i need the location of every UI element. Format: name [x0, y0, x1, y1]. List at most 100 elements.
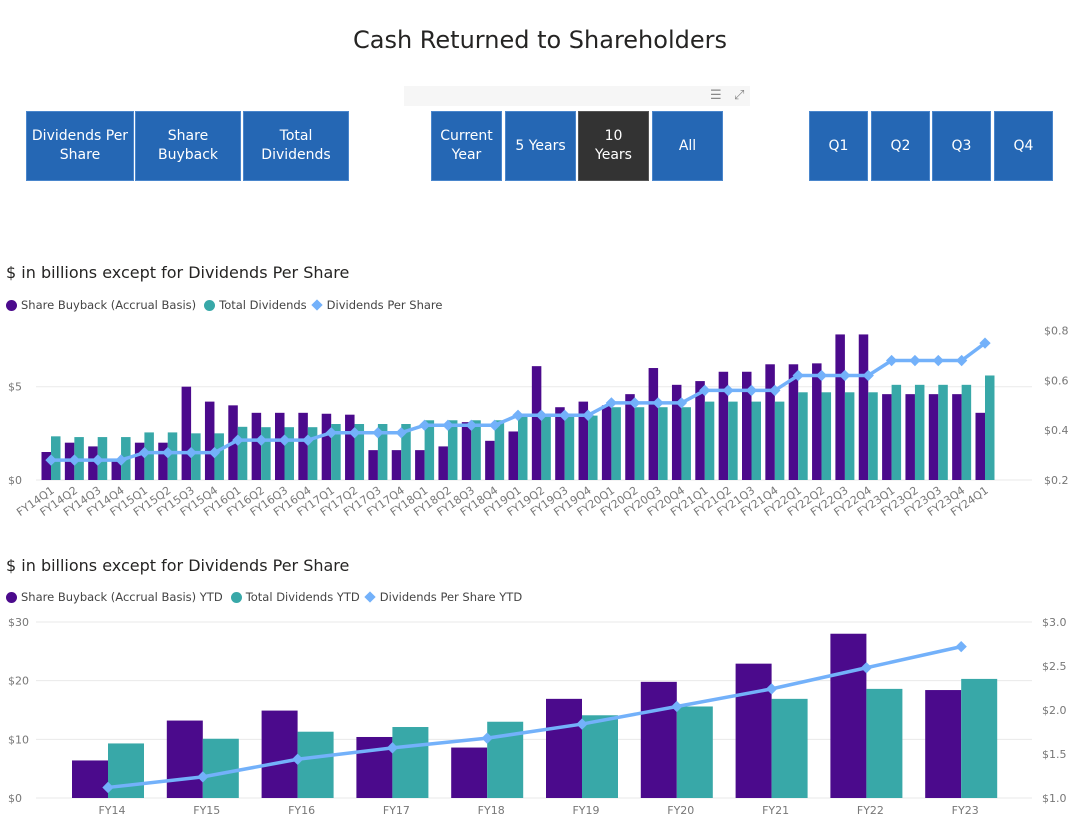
- current-year-button[interactable]: Current Year: [431, 111, 502, 181]
- total-dividends-button[interactable]: Total Dividends: [243, 111, 349, 181]
- y-right-tick-label: $0.8: [1044, 325, 1069, 338]
- dividends-bar: [202, 738, 239, 798]
- dividends-bar: [774, 401, 785, 480]
- dps-marker: [442, 419, 454, 431]
- buyback-bar: [438, 446, 448, 480]
- dividends-bar: [541, 416, 551, 480]
- dps-marker: [559, 409, 571, 421]
- dps-marker: [955, 640, 967, 653]
- buyback-bar: [345, 414, 355, 480]
- dividends-bar: [392, 727, 429, 798]
- dividends-bar: [354, 424, 365, 480]
- buyback-bar: [321, 413, 332, 480]
- dividends-bar: [821, 392, 832, 480]
- dps-marker: [45, 454, 57, 466]
- buyback-bar: [975, 412, 985, 480]
- filter-icon[interactable]: ☰: [710, 88, 722, 103]
- buyback-bar: [578, 401, 589, 480]
- buyback-bar: [905, 394, 915, 480]
- share-buyback-button[interactable]: Share Buyback: [135, 111, 241, 181]
- buyback-bar: [765, 364, 775, 480]
- y-right-tick-label: $1.0: [1042, 792, 1067, 805]
- dps-marker: [302, 434, 314, 446]
- dividends-bar: [518, 415, 528, 480]
- buyback-bar: [788, 364, 799, 480]
- dividends-bar: [866, 688, 903, 798]
- y-left-tick-label: $0: [8, 474, 22, 487]
- legend-dps-label: Dividends Per Share: [326, 298, 443, 312]
- y-right-tick-label: $2.0: [1042, 704, 1067, 717]
- 5-years-button[interactable]: 5 Years: [505, 111, 576, 181]
- x-tick-label: FY20: [667, 804, 694, 817]
- dividends-bar: [938, 384, 948, 480]
- dividends-bar: [191, 433, 201, 480]
- x-tick-label: FY23: [952, 804, 979, 817]
- y-right-tick-label: $0.2: [1044, 474, 1069, 487]
- annual-chart-legend: Share Buyback (Accrual Basis) YTD Total …: [6, 590, 522, 604]
- legend-buyback-ytd-label: Share Buyback (Accrual Basis) YTD: [21, 590, 223, 604]
- buyback-bar: [882, 394, 892, 480]
- legend-dividends-label: Total Dividends: [219, 298, 307, 312]
- dps-marker: [932, 354, 944, 367]
- legend-buyback-ytd-marker: [6, 591, 17, 603]
- buyback-bar: [555, 407, 565, 480]
- y-right-tick-label: $3.0: [1042, 616, 1067, 629]
- dividends-bar: [144, 432, 154, 480]
- quarterly-chart-title: $ in billions except for Dividends Per S…: [6, 263, 350, 282]
- annual-chart-title: $ in billions except for Dividends Per S…: [6, 556, 350, 575]
- legend-buyback-marker: [6, 299, 17, 311]
- dividends-bar: [658, 407, 668, 480]
- dividends-bar: [471, 420, 481, 480]
- dps-marker: [576, 718, 588, 730]
- buyback-bar: [368, 450, 378, 480]
- dps-marker: [815, 369, 828, 382]
- x-tick-label: FY15: [193, 804, 220, 817]
- buyback-bar: [742, 371, 752, 480]
- dps-marker: [512, 409, 524, 421]
- buyback-bar: [298, 412, 308, 480]
- dps-marker: [488, 419, 501, 431]
- y-right-tick-label: $0.6: [1044, 374, 1069, 387]
- dps-marker: [465, 419, 477, 431]
- dps-marker: [979, 337, 991, 349]
- buyback-bar: [735, 663, 772, 798]
- buyback-bar: [72, 760, 108, 798]
- 10-years-button[interactable]: 10 Years: [578, 111, 649, 181]
- buyback-bar: [830, 633, 867, 798]
- q1-button[interactable]: Q1: [809, 111, 868, 181]
- visual-header: ☰ ⤢: [404, 86, 750, 106]
- dps-marker: [162, 446, 174, 459]
- x-tick-label: FY16: [288, 804, 315, 817]
- dividends-bar: [728, 401, 738, 480]
- dividends-bar: [424, 420, 435, 480]
- y-left-tick-label: $5: [8, 381, 22, 394]
- dps-marker: [792, 369, 804, 382]
- q3-button[interactable]: Q3: [932, 111, 991, 181]
- buyback-bar: [925, 690, 962, 798]
- buyback-bar: [204, 401, 215, 480]
- y-right-tick-label: $2.5: [1042, 660, 1067, 673]
- y-left-tick-label: $30: [8, 616, 29, 629]
- dividends-bar: [914, 384, 925, 480]
- dividends-bar: [634, 407, 645, 480]
- dps-marker: [722, 384, 734, 397]
- dividends-bar: [582, 715, 618, 798]
- dps-marker: [138, 446, 151, 459]
- dividends-bar: [51, 436, 61, 480]
- buyback-bar: [718, 371, 729, 480]
- q4-button[interactable]: Q4: [994, 111, 1053, 181]
- all-button[interactable]: All: [652, 111, 723, 181]
- legend-dividends-ytd-marker: [230, 591, 242, 603]
- dps-marker: [955, 354, 968, 367]
- dividends-bar: [961, 384, 972, 480]
- dividends-per-share-button[interactable]: Dividends Per Share: [26, 111, 134, 181]
- x-tick-label: FY19: [572, 804, 599, 817]
- buyback-bar: [625, 394, 635, 480]
- focus-mode-icon[interactable]: ⤢: [734, 88, 745, 103]
- q2-button[interactable]: Q2: [871, 111, 930, 181]
- dividends-bar: [401, 424, 411, 480]
- buyback-bar: [648, 368, 659, 480]
- buyback-bar: [928, 394, 939, 480]
- y-left-tick-label: $20: [8, 675, 29, 688]
- buyback-bar: [952, 394, 962, 480]
